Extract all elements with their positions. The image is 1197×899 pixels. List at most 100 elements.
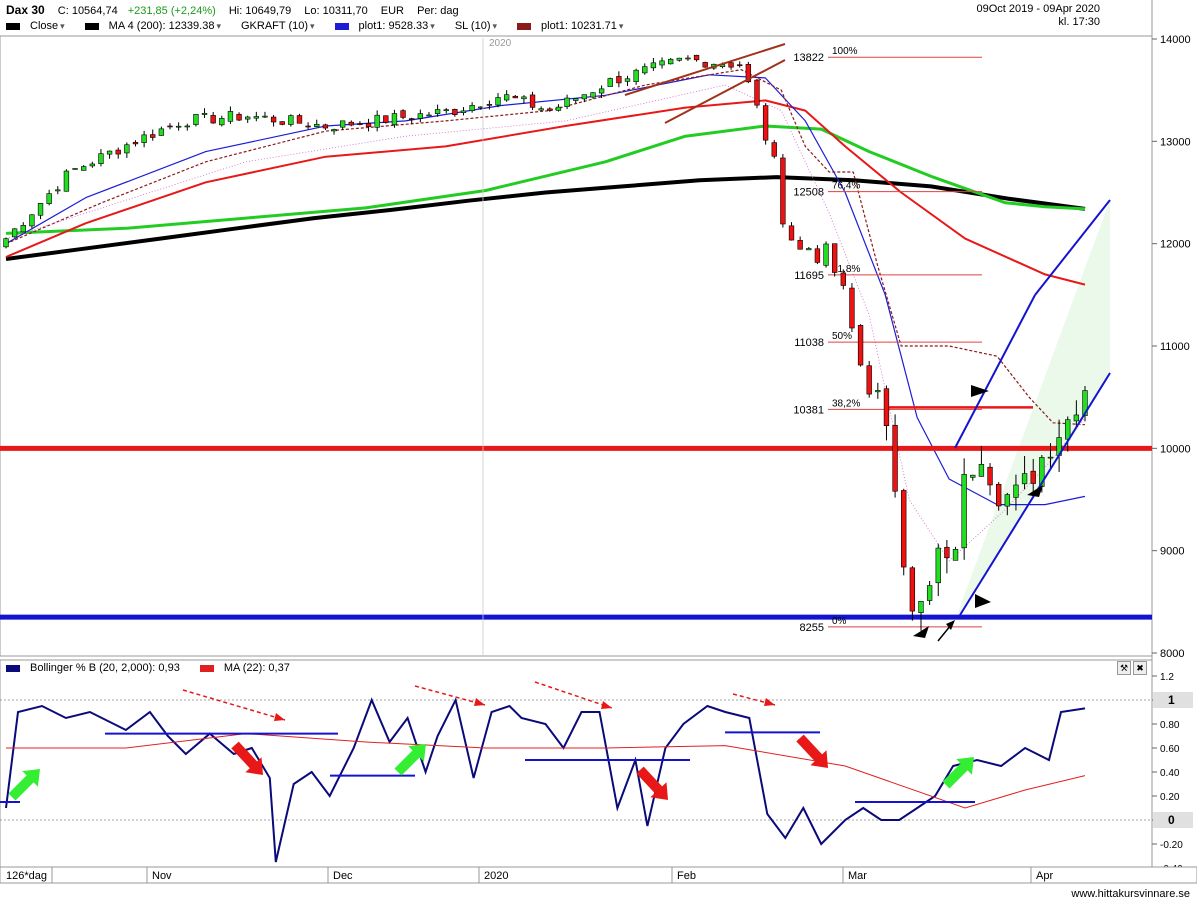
period-label: Per: dag — [417, 5, 459, 17]
pointer-arrow-icon — [1027, 485, 1043, 497]
price-tick-label: 14000 — [1160, 34, 1191, 46]
candle-body — [305, 125, 311, 128]
candle-body — [400, 110, 406, 118]
candle-body — [926, 585, 933, 601]
indicator-tick-label: 1 — [1168, 693, 1175, 707]
divergence-line — [182, 689, 286, 721]
wrench-icon[interactable]: ⚒ — [1117, 661, 1131, 675]
candle-body — [150, 134, 156, 138]
legend-item[interactable]: GKRAFT (10) ▾ — [241, 20, 325, 32]
legend-swatch — [6, 22, 20, 30]
candle-body — [253, 116, 260, 119]
indicator-legend-item[interactable]: Bollinger % B (20, 2,000): 0,93 — [6, 662, 190, 674]
candle-body — [538, 108, 544, 111]
candle-body — [624, 78, 631, 82]
indicator-lines — [0, 69, 1152, 620]
legend-item[interactable]: Close ▾ — [6, 20, 75, 32]
legend-label: MA (22): 0,37 — [223, 662, 290, 674]
quote-row: Dax 30 C: 10564,74 +231,85 (+2,24%) Hi: 1… — [6, 2, 469, 18]
ma-red-line — [5, 99, 1086, 286]
candle-body — [374, 114, 380, 128]
legend-swatch — [517, 22, 532, 30]
candle-body — [141, 134, 147, 143]
candle-body — [840, 272, 846, 286]
candle-body — [521, 96, 527, 100]
legend-item[interactable]: plot1: 10231.71 ▾ — [517, 20, 633, 32]
candle-body — [20, 225, 26, 233]
chevron-down-icon[interactable]: ▾ — [216, 21, 221, 31]
low-value: Lo: 10311,70 — [304, 5, 368, 17]
candle-body — [564, 97, 570, 107]
candle-body — [547, 108, 553, 111]
price-tick-label: 12000 — [1160, 239, 1191, 251]
indicator-legend-item[interactable]: MA (22): 0,37 — [199, 662, 300, 674]
chevron-down-icon[interactable]: ▾ — [492, 21, 498, 31]
candle-body — [659, 60, 665, 66]
change-value: +231,85 (+2,24%) — [127, 5, 216, 17]
watermark: www.hittakursvinnare.se — [1070, 888, 1190, 899]
chevron-down-icon[interactable]: ▾ — [60, 21, 65, 31]
candle-body — [1082, 390, 1088, 416]
legend-item[interactable]: SL (10) ▾ — [455, 20, 507, 32]
chevron-down-icon[interactable]: ▾ — [618, 21, 624, 31]
candle-body — [650, 62, 657, 69]
candle-body — [227, 111, 234, 122]
stop-loss-line — [5, 69, 1086, 426]
candle-body — [495, 97, 501, 106]
arrow-shaft — [937, 624, 952, 642]
fib-percent-label: 100% — [832, 46, 858, 57]
legend-row: Close ▾ MA 4 (200): 12339.38 ▾ GKRAFT (10) ▾ p… — [6, 18, 643, 34]
legend-label: Bollinger % B (20, 2,000): 0,93 — [30, 662, 180, 674]
candle-body — [987, 466, 993, 486]
candle-body — [978, 464, 985, 477]
candle-body — [667, 58, 674, 65]
legend-item[interactable]: MA 4 (200): 12339.38 ▾ — [84, 20, 231, 32]
candle-body — [952, 548, 959, 561]
candle-body — [823, 243, 829, 266]
candle-body — [831, 243, 838, 273]
indicator-tick-label: -0.20 — [1160, 840, 1183, 851]
candle-body — [529, 94, 536, 108]
candle-body — [434, 109, 441, 115]
legend-swatch — [84, 22, 99, 30]
candle-body — [132, 142, 139, 145]
fib-percent-label: 61,8% — [832, 264, 860, 275]
pointer-arrow-icon — [975, 594, 991, 608]
candle-body — [322, 124, 329, 129]
candle-body — [201, 112, 208, 115]
time-axis-bar — [0, 866, 1197, 884]
candle-body — [167, 125, 173, 128]
candle-body — [391, 113, 398, 126]
candle-body — [469, 105, 475, 111]
price-plot-area — [0, 35, 1153, 657]
candle-body — [46, 193, 52, 204]
chevron-down-icon[interactable]: ▾ — [430, 21, 435, 31]
candle-body — [478, 106, 484, 109]
axis-background — [1152, 0, 1197, 899]
candle-body — [296, 115, 303, 124]
wedge-lower-line — [664, 59, 786, 124]
legend-label: Close — [30, 20, 59, 32]
fib-percent-label: 38,2% — [832, 398, 860, 409]
candle-body — [883, 388, 890, 427]
close-panel-icon[interactable]: ✖ — [1133, 661, 1147, 675]
candle-body — [788, 225, 795, 241]
candle-body — [339, 120, 346, 128]
candle-body — [270, 116, 277, 123]
candle-body — [1004, 494, 1010, 507]
chevron-down-icon[interactable]: ▾ — [310, 21, 315, 31]
time-axis: Nov Dec 2020 Feb Mar Apr 126*dag www.hittakursv… — [0, 866, 1197, 899]
candle-body — [616, 76, 622, 84]
candle-body — [598, 88, 605, 94]
instrument-title: Dax 30 — [6, 3, 45, 17]
month-label: Apr — [1036, 870, 1053, 882]
candle-body — [3, 238, 9, 248]
legend-item[interactable]: plot1: 9528.33 ▾ — [334, 20, 445, 32]
candle-body — [115, 149, 121, 155]
pointer-arrow-icon — [946, 620, 955, 630]
candle-body — [383, 115, 389, 123]
candle-body — [81, 166, 87, 171]
fib-percent-label: 76,4% — [832, 181, 860, 192]
buy-arrow-icon — [942, 757, 974, 789]
